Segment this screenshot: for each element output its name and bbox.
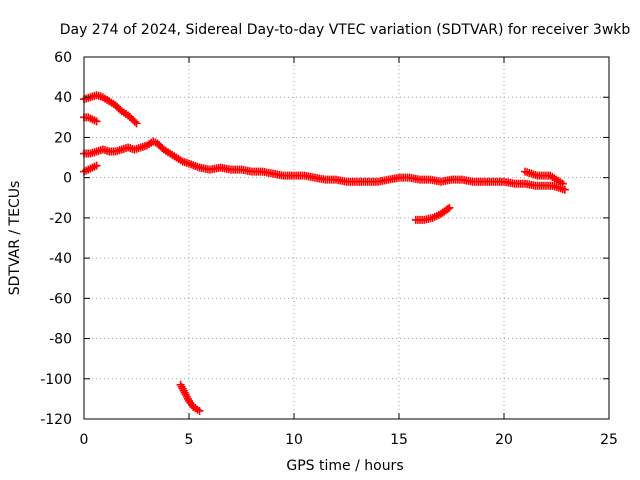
- x-tick-label: 0: [80, 432, 89, 448]
- y-tick-label: -20: [49, 211, 72, 227]
- data-point: [195, 406, 204, 415]
- series-arc-early-low: [80, 161, 101, 176]
- y-tick-label: -40: [49, 251, 72, 267]
- data-series: [80, 91, 569, 415]
- data-point: [92, 161, 101, 170]
- y-tick-label: 60: [54, 50, 72, 66]
- y-tick-label: 40: [54, 90, 72, 106]
- plot-frame: [83, 56, 610, 420]
- axis-ticks: 0 5 10 15 20 25 -120 -100 -80 -60 -40 -20 0 20 40 60: [40, 50, 618, 448]
- data-point-dense: [443, 205, 452, 214]
- y-tick-label: -100: [40, 372, 72, 388]
- data-point-dense: [130, 117, 139, 126]
- series-arc-outlier: [176, 380, 204, 415]
- data-point: [445, 203, 454, 212]
- data-point: [558, 179, 567, 188]
- x-tick-label: 5: [185, 432, 194, 448]
- series-arc-late-hump: [521, 167, 567, 188]
- series-arc-main: [80, 137, 569, 194]
- chart-title: Day 274 of 2024, Sidereal Day-to-day VTE…: [60, 22, 631, 38]
- grid-lines: [84, 57, 609, 419]
- data-point: [92, 117, 101, 126]
- y-tick-label: 0: [63, 171, 72, 187]
- series-arc-early-high: [80, 91, 141, 128]
- y-tick-label: -60: [49, 291, 72, 307]
- x-tick-label: 10: [285, 432, 303, 448]
- series-arc-evening: [411, 203, 454, 224]
- x-tick-label: 15: [390, 432, 408, 448]
- x-axis-title: GPS time / hours: [286, 458, 403, 474]
- y-tick-label: -80: [49, 332, 72, 348]
- data-point: [560, 185, 569, 194]
- y-tick-label: 20: [54, 130, 72, 146]
- y-axis-title: SDTVAR / TECUs: [7, 181, 23, 296]
- x-tick-label: 20: [495, 432, 513, 448]
- x-tick-label: 25: [600, 432, 618, 448]
- data-point: [132, 119, 141, 128]
- y-tick-label: -120: [40, 412, 72, 428]
- series-arc-early-mid: [80, 113, 101, 126]
